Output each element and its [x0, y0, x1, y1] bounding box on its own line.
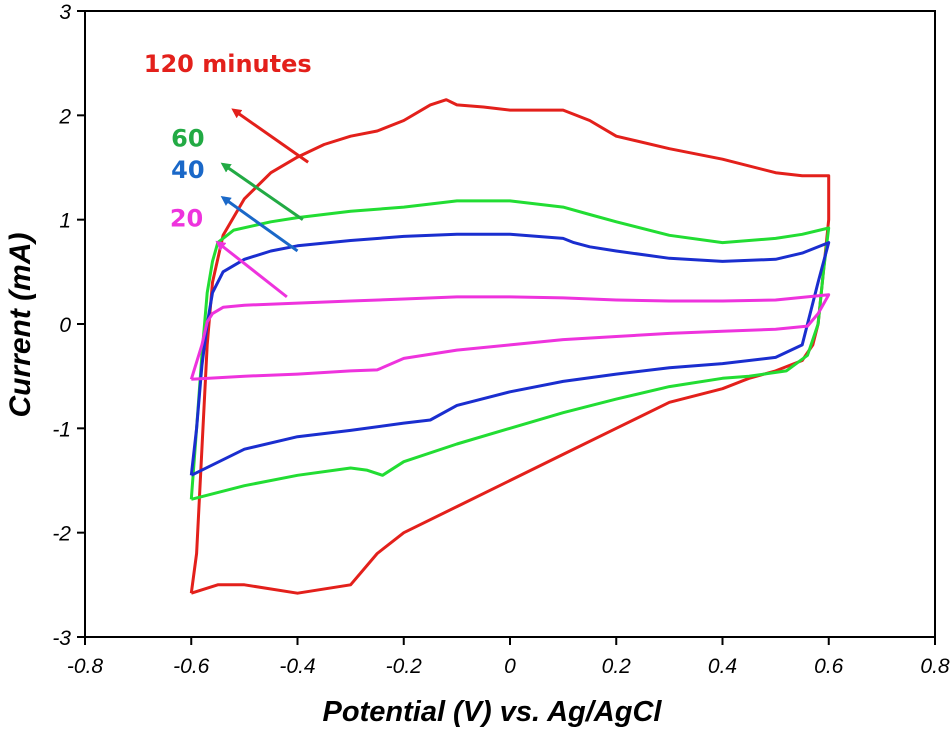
y-tick-label: 1: [59, 210, 71, 233]
x-tick-label: 0.4: [708, 655, 737, 678]
y-axis-label: Current (mA): [4, 232, 37, 417]
annotation-label: 120 minutes: [144, 50, 312, 78]
x-tick-label: 0.8: [920, 655, 950, 678]
y-tick-label: -2: [52, 523, 71, 546]
x-tick-label: 0: [504, 655, 516, 678]
annotation-label: 20: [170, 205, 203, 233]
axis-ticks: -0.8 -0.6 -0.4 -0.2 0 0.2 0.4 0.6 0.8 3 2 1 0 -1 -2 -3: [52, 1, 950, 678]
x-axis-label: Potential (V) vs. Ag/AgCl: [323, 696, 663, 728]
series-group: [189, 98, 831, 595]
annotation-label: 60: [171, 124, 204, 152]
annotation-arrow: [220, 162, 304, 221]
series-line-40: [189, 232, 831, 477]
annotation-group: 120 minutes 60 40 20: [144, 50, 312, 299]
x-tick-label: -0.6: [173, 655, 210, 678]
annotation-arrow: [215, 240, 288, 299]
x-tick-label: 0.6: [814, 655, 844, 678]
y-tick-label: 2: [58, 105, 71, 128]
annotation-arrow: [220, 196, 299, 253]
x-tick-label: 0.2: [602, 655, 632, 678]
y-tick-label: 0: [59, 314, 71, 337]
x-tick-label: -0.4: [279, 655, 315, 678]
series-line-20: [189, 293, 831, 381]
annotation-label: 40: [171, 156, 204, 184]
x-tick-label: -0.2: [386, 655, 423, 678]
y-tick-label: 3: [59, 1, 71, 24]
series-line-60: [189, 199, 831, 501]
series-line-120-minutes: [189, 98, 831, 595]
y-tick-label: -1: [52, 418, 71, 441]
y-tick-label: -3: [52, 627, 71, 650]
x-tick-label: -0.8: [67, 655, 104, 678]
annotation-arrow: [231, 108, 309, 164]
